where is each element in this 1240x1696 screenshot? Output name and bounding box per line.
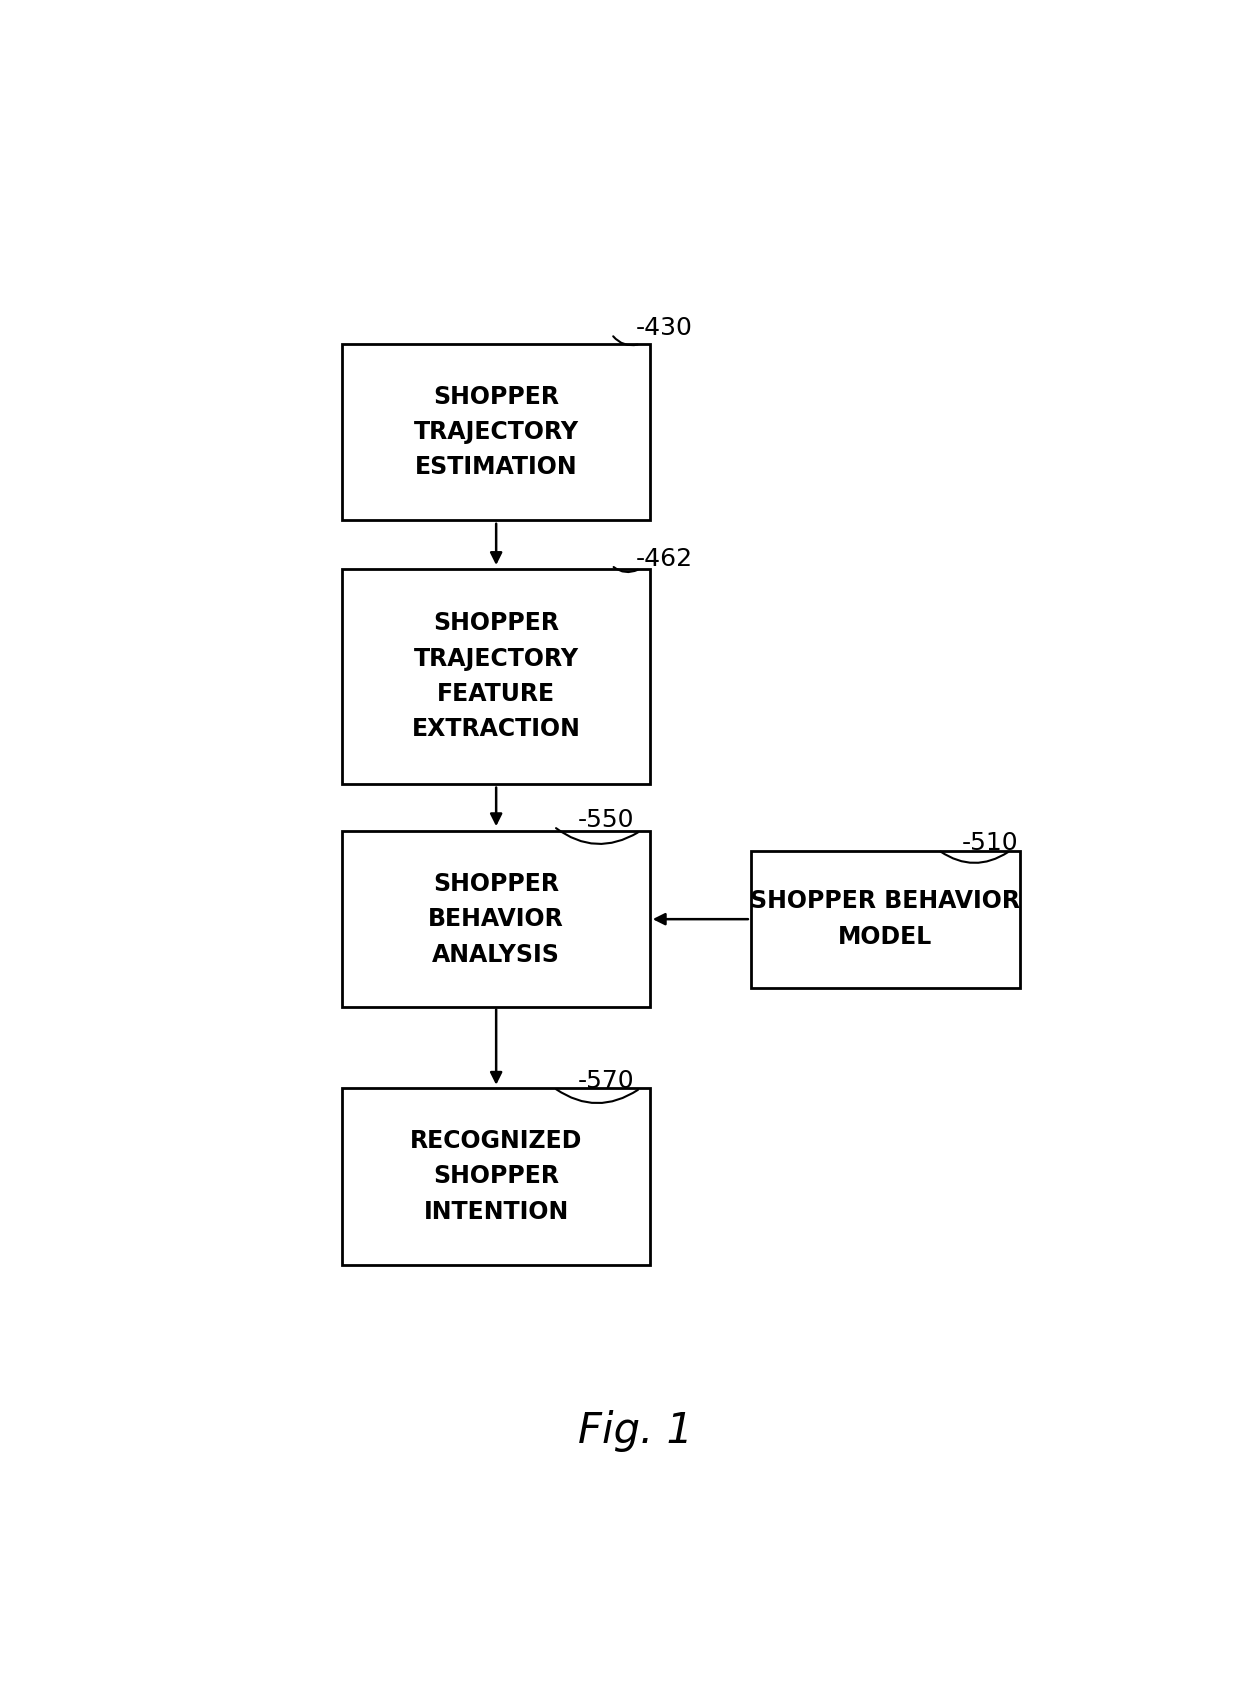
Text: -570: -570 (578, 1068, 635, 1094)
Text: -510: -510 (962, 831, 1019, 855)
Text: RECOGNIZED
SHOPPER
INTENTION: RECOGNIZED SHOPPER INTENTION (410, 1130, 583, 1225)
Text: -550: -550 (578, 807, 635, 833)
Text: SHOPPER BEHAVIOR
MODEL: SHOPPER BEHAVIOR MODEL (750, 889, 1021, 948)
Text: SHOPPER
TRAJECTORY
FEATURE
EXTRACTION: SHOPPER TRAJECTORY FEATURE EXTRACTION (412, 611, 580, 741)
Text: SHOPPER
TRAJECTORY
ESTIMATION: SHOPPER TRAJECTORY ESTIMATION (414, 385, 579, 480)
FancyBboxPatch shape (751, 851, 1019, 987)
Text: -462: -462 (635, 546, 693, 572)
Text: SHOPPER
BEHAVIOR
ANALYSIS: SHOPPER BEHAVIOR ANALYSIS (428, 872, 564, 967)
FancyBboxPatch shape (342, 1089, 650, 1265)
FancyBboxPatch shape (342, 831, 650, 1007)
Text: Fig. 1: Fig. 1 (578, 1409, 693, 1452)
Text: -430: -430 (635, 315, 692, 339)
FancyBboxPatch shape (342, 568, 650, 784)
FancyBboxPatch shape (342, 344, 650, 521)
